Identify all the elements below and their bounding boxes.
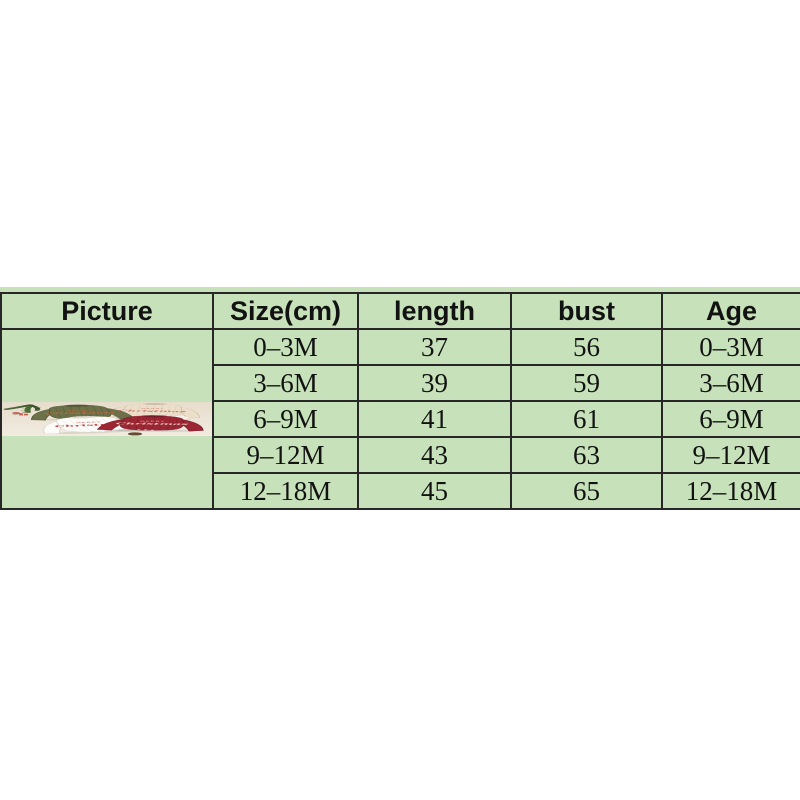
embroidery-text: MERRY <box>75 421 102 423</box>
length-cell: 45 <box>357 472 512 510</box>
embroidery-text: Christmas <box>53 422 131 428</box>
size-chart-band: Picture Size(cm) length bust Age <box>0 287 800 510</box>
snap-buttons <box>90 430 110 433</box>
embroidery-text: Christmas <box>117 409 186 413</box>
size-cell: 3–6M <box>212 364 359 402</box>
table-row: 3–6M 39 59 3–6M <box>1 364 800 402</box>
col-header-size: Size(cm) <box>212 292 359 330</box>
age-cell: 12–18M <box>661 472 800 510</box>
bust-cell: 65 <box>510 472 663 510</box>
size-cell: 6–9M <box>212 400 359 438</box>
bust-cell: 56 <box>510 328 663 366</box>
size-cell: 9–12M <box>212 436 359 474</box>
bust-cell: 61 <box>510 400 663 438</box>
red-ornament <box>12 412 20 414</box>
col-header-age: Age <box>661 292 800 330</box>
col-header-picture: Picture <box>0 292 214 330</box>
table-row: 12–18M 45 65 12–18M <box>1 472 800 510</box>
size-cell: 12–18M <box>212 472 359 510</box>
table-row: 6–9M 41 61 6–9M <box>1 400 800 438</box>
age-cell: 9–12M <box>661 436 800 474</box>
embroidery-text: Christmas <box>115 422 188 426</box>
product-photo-cell: MERRY Christmas <box>0 328 214 510</box>
embroidery-text: MERRY <box>66 410 91 411</box>
length-cell: 43 <box>357 436 512 474</box>
bust-cell: 59 <box>510 364 663 402</box>
sprig-stem <box>12 411 27 416</box>
col-header-length: length <box>357 292 512 330</box>
length-cell: 37 <box>357 328 512 366</box>
product-photo: MERRY Christmas <box>3 402 211 436</box>
romper-olive: MERRY Christmas <box>31 404 135 421</box>
pinecone <box>127 432 143 436</box>
age-cell: 3–6M <box>661 364 800 402</box>
table-row: MERRY Christmas <box>0 328 800 510</box>
pine-sprig <box>3 404 42 416</box>
col-header-bust: bust <box>510 292 663 330</box>
table-row: 9–12M 43 63 9–12M <box>1 436 800 474</box>
embroidery-text: MERRY <box>141 408 165 409</box>
size-chart-table: Picture Size(cm) length bust Age <box>0 292 800 510</box>
age-cell: 0–3M <box>661 328 800 366</box>
bust-cell: 63 <box>510 436 663 474</box>
embroidery-text: MERRY <box>140 420 165 422</box>
length-cell: 41 <box>357 400 512 438</box>
romper-burgundy: MERRY Christmas <box>96 415 204 432</box>
embroidery-text: Christmas <box>44 411 115 415</box>
age-cell: 6–9M <box>661 400 800 438</box>
snap-buttons <box>137 429 154 431</box>
header-row: Picture Size(cm) length bust Age <box>0 292 800 330</box>
mini-gift <box>19 413 28 416</box>
length-cell: 39 <box>357 364 512 402</box>
size-cell: 0–3M <box>212 328 359 366</box>
